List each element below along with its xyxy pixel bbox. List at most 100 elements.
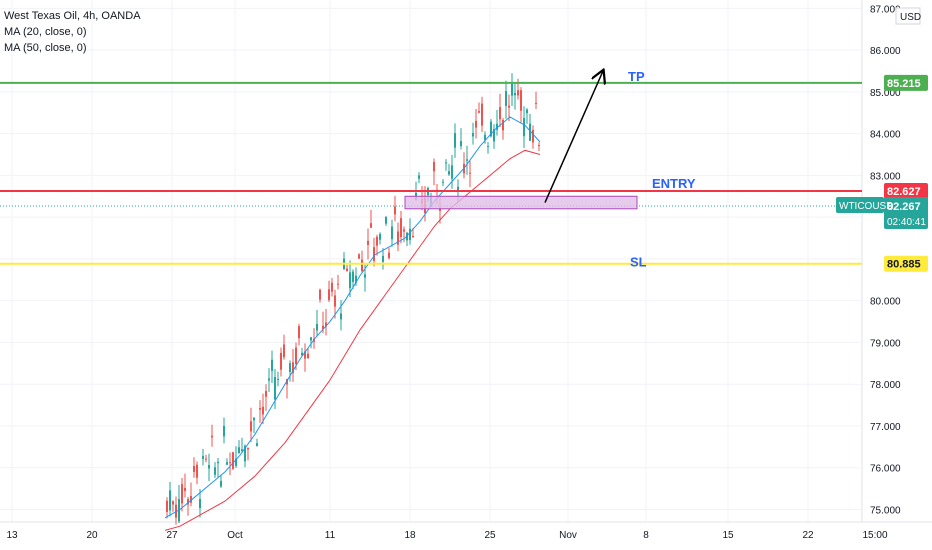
candle-body [538, 144, 540, 146]
x-tick-label: 8 [643, 530, 649, 541]
candle-body [514, 93, 516, 96]
candle-body [361, 259, 363, 272]
candle-body [307, 353, 309, 359]
candle-body [304, 351, 306, 359]
candle-body [403, 229, 405, 232]
candle-body [283, 344, 285, 358]
candle-body [199, 498, 201, 509]
ma20-line [164, 116, 541, 519]
candle-body [370, 223, 372, 228]
sl-annotation: SL [630, 255, 647, 270]
candle-body [379, 233, 381, 240]
candle-body [277, 378, 279, 380]
candle-body [328, 289, 330, 301]
candle-body [496, 123, 498, 130]
candle-body [214, 467, 216, 475]
last-price-tag-bg [884, 197, 928, 230]
tp-price-tag: 85.215 [887, 78, 921, 90]
candle-body [316, 323, 318, 331]
candle-body [262, 406, 264, 415]
tp-annotation: TP [628, 69, 645, 84]
y-tick-label: 85.000 [870, 88, 901, 99]
candles [166, 73, 540, 525]
entry-annotation: ENTRY [652, 176, 696, 191]
candle-body [400, 218, 402, 238]
last-price-tag: 82.267 [887, 201, 921, 213]
candle-body [292, 362, 294, 374]
candle-body [256, 443, 258, 447]
candle-body [499, 107, 501, 120]
candle-body [508, 105, 510, 108]
candle-body [310, 337, 312, 341]
candle-body [247, 447, 249, 450]
candle-body [394, 206, 396, 215]
candle-body [217, 461, 219, 464]
y-tick-label: 83.000 [870, 171, 901, 182]
symbol-tag-bg [836, 197, 884, 214]
candle-body [346, 268, 348, 271]
currency-box [895, 7, 921, 25]
candle-body [166, 500, 168, 512]
candle-body [484, 134, 486, 141]
candle-body [448, 171, 450, 175]
candle-body [532, 129, 534, 143]
candle-body [280, 352, 282, 370]
x-tick-label: 20 [86, 530, 98, 541]
x-tick-label: Oct [227, 530, 243, 541]
candle-body [478, 111, 480, 113]
currency-label: USD [900, 12, 921, 23]
candle-body [319, 289, 321, 300]
x-tick-label: 11 [325, 530, 336, 541]
candle-body [196, 464, 198, 478]
x-tick-label: 22 [802, 530, 814, 541]
candle-body [526, 109, 528, 114]
candle-body [457, 186, 459, 192]
candle-body [502, 119, 504, 131]
candle-body [445, 162, 447, 164]
candle-body [253, 418, 255, 421]
candle-body [397, 231, 399, 245]
candle-body [493, 129, 495, 142]
candle-body [238, 447, 240, 453]
entry-price-tag: 82.627 [887, 186, 921, 198]
sl-price-tag-bg [884, 255, 928, 272]
candle-body [460, 141, 462, 147]
candle-body [322, 325, 324, 330]
candle-body [367, 240, 369, 245]
candle-body [349, 272, 351, 289]
candle-body [505, 91, 507, 106]
candle-body [181, 484, 183, 504]
entry-price-tag-bg [884, 182, 928, 199]
candle-body [208, 465, 210, 469]
candle-body [295, 347, 297, 364]
candle-body [511, 83, 513, 96]
candle-body [241, 449, 243, 451]
candle-body [406, 232, 408, 241]
candle-body [211, 435, 213, 438]
candle-body [529, 123, 531, 141]
candle-body [358, 254, 360, 259]
x-tick-label: 15 [722, 530, 734, 541]
x-tick-label: 15:00 [862, 530, 887, 541]
candle-body [250, 421, 252, 432]
candle-body [355, 275, 357, 283]
x-tick-label: 27 [166, 530, 178, 541]
candle-body [259, 408, 261, 410]
candle-body [517, 90, 519, 96]
sl-price-tag: 80.885 [887, 259, 921, 271]
candle-body [523, 118, 525, 137]
candle-body [187, 499, 189, 505]
candle-body [337, 283, 339, 285]
candle-body [268, 378, 270, 381]
x-tick-label: 18 [404, 530, 416, 541]
candle-body [244, 445, 246, 462]
candle-body [376, 236, 378, 246]
candle-body [382, 255, 384, 262]
legend-ma50: MA (50, close, 0) [4, 42, 87, 54]
candle-body [274, 376, 276, 400]
candle-body [490, 121, 492, 137]
candle-body [469, 172, 471, 174]
candle-body [442, 181, 444, 183]
candle-body [412, 236, 414, 238]
